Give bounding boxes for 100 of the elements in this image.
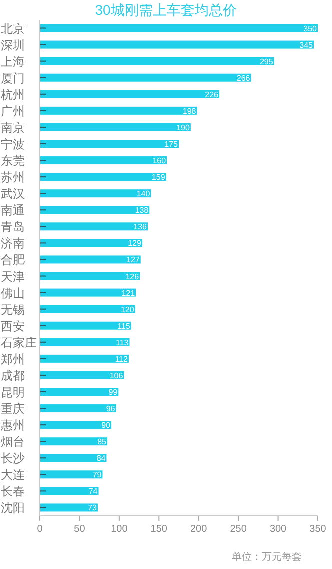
bar <box>40 239 142 248</box>
bar <box>40 388 119 396</box>
y-tick-label: 济南 <box>1 236 25 251</box>
bar <box>40 57 274 66</box>
data-label: 126 <box>126 272 140 282</box>
y-tick-label: 北京 <box>1 22 25 36</box>
data-label: 120 <box>120 305 135 314</box>
bar <box>40 272 140 280</box>
y-tick-label: 青岛 <box>1 220 25 234</box>
data-label: 138 <box>135 206 150 216</box>
data-label: 198 <box>182 106 197 116</box>
bar <box>40 106 198 115</box>
data-label: 96 <box>106 404 116 414</box>
bar <box>40 74 252 82</box>
y-tick-label: 郑州 <box>1 352 25 366</box>
data-label: 121 <box>122 288 136 298</box>
data-label: 79 <box>92 470 102 480</box>
data-label: 345 <box>300 40 314 50</box>
y-tick-label: 惠州 <box>0 418 25 433</box>
data-label: 159 <box>152 173 166 182</box>
data-label: 106 <box>110 371 124 380</box>
data-label: 115 <box>118 322 131 331</box>
y-tick-label: 佛山 <box>1 286 25 300</box>
data-label: 175 <box>164 140 179 149</box>
y-tick-label: 长春 <box>1 484 25 499</box>
y-tick-label: 宁波 <box>1 138 25 152</box>
data-label: 113 <box>116 338 130 348</box>
data-label: 266 <box>236 74 251 83</box>
bar <box>40 222 148 231</box>
y-tick-label: 厦门 <box>1 71 25 86</box>
data-label: 73 <box>88 504 98 513</box>
data-label: 350 <box>304 24 318 34</box>
chart-title: 30城刚需上车套均总价 <box>95 2 237 18</box>
y-tick-label: 杭州 <box>0 88 25 102</box>
data-label: 140 <box>136 190 151 199</box>
data-label: 127 <box>126 256 140 265</box>
bar <box>40 288 136 297</box>
y-tick-label: 大连 <box>1 468 25 482</box>
y-tick-label: 东莞 <box>1 154 25 168</box>
bar <box>40 190 152 198</box>
y-tick-label: 沈阳 <box>1 501 25 516</box>
text: 单位：万元每套 <box>232 551 302 563</box>
y-tick-label: 石家庄 <box>1 336 37 350</box>
bar <box>40 354 129 363</box>
bar <box>40 305 136 314</box>
data-label: 160 <box>152 156 167 166</box>
data-label: 84 <box>96 454 106 464</box>
bar <box>40 173 166 182</box>
bar <box>40 438 108 446</box>
x-tick-label: 150 <box>150 524 168 535</box>
y-tick-label: 无锡 <box>1 302 25 317</box>
data-label: 99 <box>108 388 118 397</box>
bar <box>40 421 112 430</box>
y-tick-label: 南京 <box>1 120 25 135</box>
bar <box>40 338 130 346</box>
y-tick-label: 广州 <box>1 104 25 118</box>
bar <box>40 123 191 132</box>
y-tick-label: 上海 <box>1 54 25 69</box>
y-tick-label: 苏州 <box>1 170 25 185</box>
bar <box>40 256 141 264</box>
x-tick-label: 0 <box>37 524 44 535</box>
bar <box>40 322 132 330</box>
bar <box>40 470 103 479</box>
bar <box>40 140 179 148</box>
bar <box>40 454 107 462</box>
data-label: 74 <box>88 487 98 496</box>
y-tick-label: 合肥 <box>1 253 25 268</box>
data-label: 112 <box>115 354 128 364</box>
y-tick-label: 武汉 <box>1 187 25 202</box>
data-label: 136 <box>134 222 148 232</box>
y-tick-label: 西安 <box>1 319 25 334</box>
bar <box>40 40 314 49</box>
data-label: 226 <box>205 90 220 100</box>
x-tick-label: 50 <box>74 524 86 535</box>
bar <box>40 206 150 214</box>
bar <box>40 487 99 496</box>
y-tick-label: 深圳 <box>1 38 25 52</box>
data-label: 129 <box>128 239 142 248</box>
bar <box>40 371 124 380</box>
bar <box>40 504 98 512</box>
data-label: 85 <box>98 438 108 447</box>
y-tick-label: 天津 <box>1 270 25 284</box>
y-tick-label: 重庆 <box>1 402 25 416</box>
y-tick-label: 长沙 <box>1 452 25 466</box>
bar <box>40 24 318 32</box>
bar <box>40 90 220 98</box>
x-tick-label: 100 <box>111 524 128 535</box>
bar <box>40 404 116 413</box>
y-tick-label: 成都 <box>1 368 25 383</box>
y-tick-label: 南通 <box>1 204 25 218</box>
x-tick-label: 200 <box>190 524 208 535</box>
y-tick-label: 昆明 <box>1 386 25 400</box>
x-tick-label: 250 <box>230 524 248 535</box>
data-label: 190 <box>176 123 190 132</box>
x-tick-label: 300 <box>270 524 288 535</box>
bar <box>40 156 168 165</box>
data-label: 295 <box>260 57 274 66</box>
y-tick-label: 烟台 <box>1 435 25 450</box>
x-tick-label: 350 <box>310 524 327 535</box>
data-label: 90 <box>102 421 112 430</box>
